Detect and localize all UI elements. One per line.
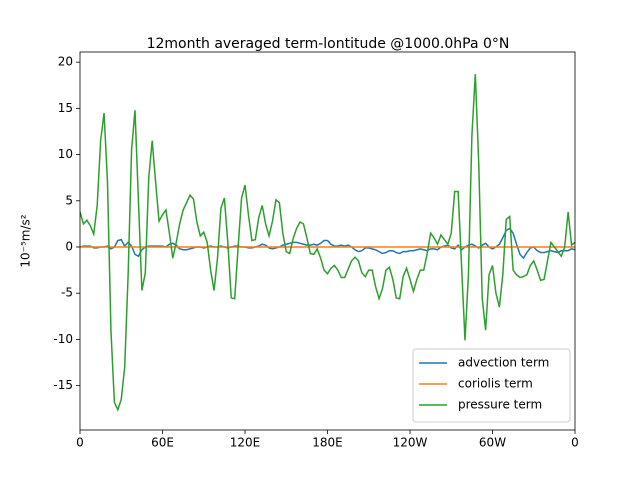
series-line	[80, 74, 575, 412]
y-tick-label: 10	[58, 147, 73, 161]
y-tick-label: -15	[53, 378, 73, 392]
y-tick-label: 20	[58, 55, 73, 69]
y-tick-label: 0	[65, 240, 73, 254]
x-tick-label: 0	[571, 436, 579, 450]
y-tick-label: -5	[61, 286, 73, 300]
legend-label: advection term	[458, 356, 549, 370]
x-tick-label: 0	[76, 436, 84, 450]
x-tick-label: 120W	[393, 436, 428, 450]
y-tick-label: 5	[65, 193, 73, 207]
legend-label: pressure term	[458, 398, 542, 412]
x-tick-label: 60E	[151, 436, 174, 450]
plot-frame	[79, 51, 576, 431]
y-tick-label: -10	[53, 332, 73, 346]
legend-box	[412, 348, 571, 423]
y-axis-label: 10⁻⁵m/s²	[19, 214, 33, 267]
legend-label: coriolis term	[458, 377, 533, 391]
x-tick-label: 120E	[230, 436, 261, 450]
x-tick-label: 180E	[312, 436, 343, 450]
x-tick-label: 60W	[479, 436, 506, 450]
y-tick-label: 15	[58, 101, 73, 115]
series-line	[80, 227, 575, 260]
chart-title: 12month averaged term-lontitude @1000.0h…	[147, 36, 510, 52]
